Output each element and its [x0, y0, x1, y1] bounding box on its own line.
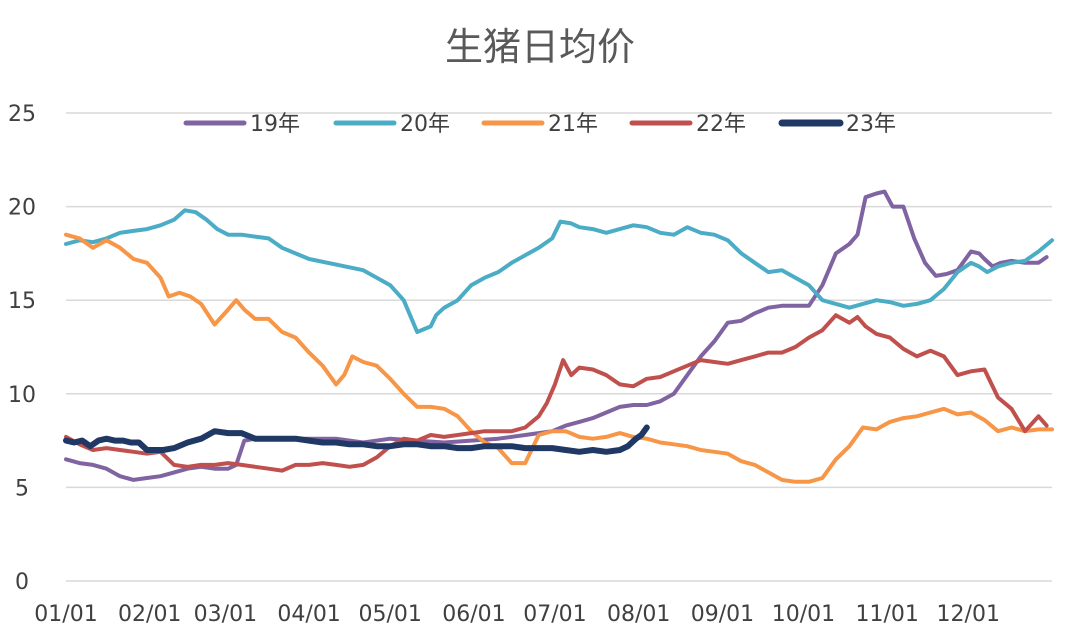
- legend: 19年 20年 21年 22年 23年: [183, 112, 896, 137]
- x-tick-label: 03/01: [194, 602, 257, 627]
- series-line-19年: [64, 189, 1049, 482]
- chart-title: 生猪日均价: [445, 25, 635, 69]
- legend-item-23年: 23年: [778, 112, 896, 137]
- legend-label: 21年: [548, 112, 598, 137]
- legend-item-21年: 21年: [481, 112, 598, 137]
- legend-label: 20年: [400, 112, 450, 137]
- x-tick-label: 04/01: [277, 602, 340, 627]
- x-axis-ticks: 01/01 02/01 03/01 04/01 05/01 06/01 07/01 08/01…: [34, 602, 1000, 627]
- legend-item-22年: 22年: [629, 112, 746, 137]
- x-tick-label: 06/01: [442, 602, 505, 627]
- y-tick-label: 10: [8, 383, 36, 408]
- y-tick-label: 0: [15, 570, 29, 595]
- x-tick-label: 11/01: [856, 602, 919, 627]
- series-line-23年: [63, 424, 650, 455]
- legend-label: 19年: [250, 112, 300, 137]
- series-layer: [63, 189, 1054, 484]
- legend-item-19年: 19年: [183, 112, 300, 137]
- series-line-20年: [64, 208, 1054, 334]
- y-tick-label: 15: [8, 289, 36, 314]
- y-tick-label: 20: [8, 196, 36, 221]
- legend-label: 23年: [846, 112, 896, 137]
- series-line-22年: [64, 313, 1049, 473]
- legend-item-20年: 20年: [333, 112, 450, 137]
- x-tick-label: 08/01: [607, 602, 670, 627]
- y-axis-ticks: 0 5 10 15 20 25: [8, 102, 36, 595]
- x-tick-label: 01/01: [34, 602, 97, 627]
- series-line-21年: [64, 232, 1054, 484]
- gridlines: [66, 112, 1052, 582]
- x-tick-label: 10/01: [772, 602, 835, 627]
- x-tick-label: 05/01: [358, 602, 421, 627]
- x-tick-label: 12/01: [937, 602, 1000, 627]
- y-tick-label: 5: [15, 476, 29, 501]
- legend-label: 22年: [696, 112, 746, 137]
- x-tick-label: 07/01: [523, 602, 586, 627]
- x-tick-label: 02/01: [118, 602, 181, 627]
- x-tick-label: 09/01: [691, 602, 754, 627]
- y-tick-label: 25: [8, 102, 36, 127]
